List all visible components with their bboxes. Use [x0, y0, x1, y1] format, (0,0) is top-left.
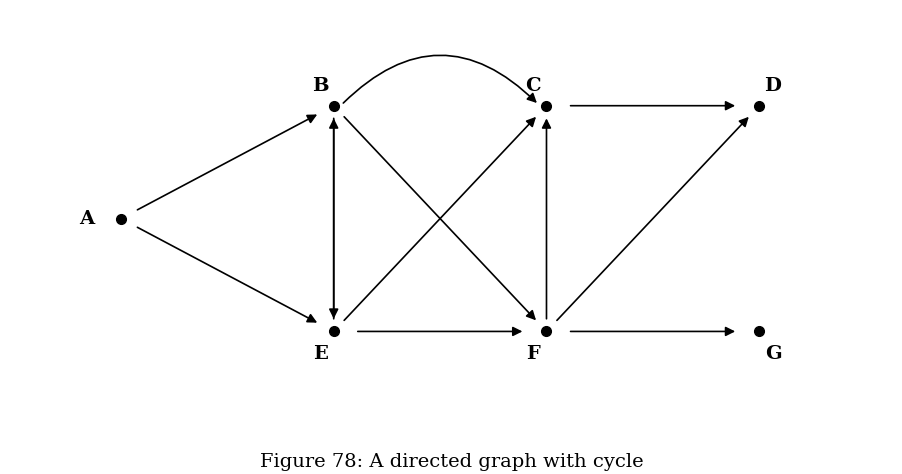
Text: F: F [525, 346, 539, 364]
Text: E: E [312, 346, 327, 364]
Text: Figure 78: A directed graph with cycle: Figure 78: A directed graph with cycle [260, 453, 642, 471]
Text: G: G [764, 346, 780, 364]
Text: D: D [764, 77, 780, 95]
Text: A: A [79, 210, 94, 228]
Text: B: B [311, 77, 328, 95]
Text: C: C [524, 77, 540, 95]
